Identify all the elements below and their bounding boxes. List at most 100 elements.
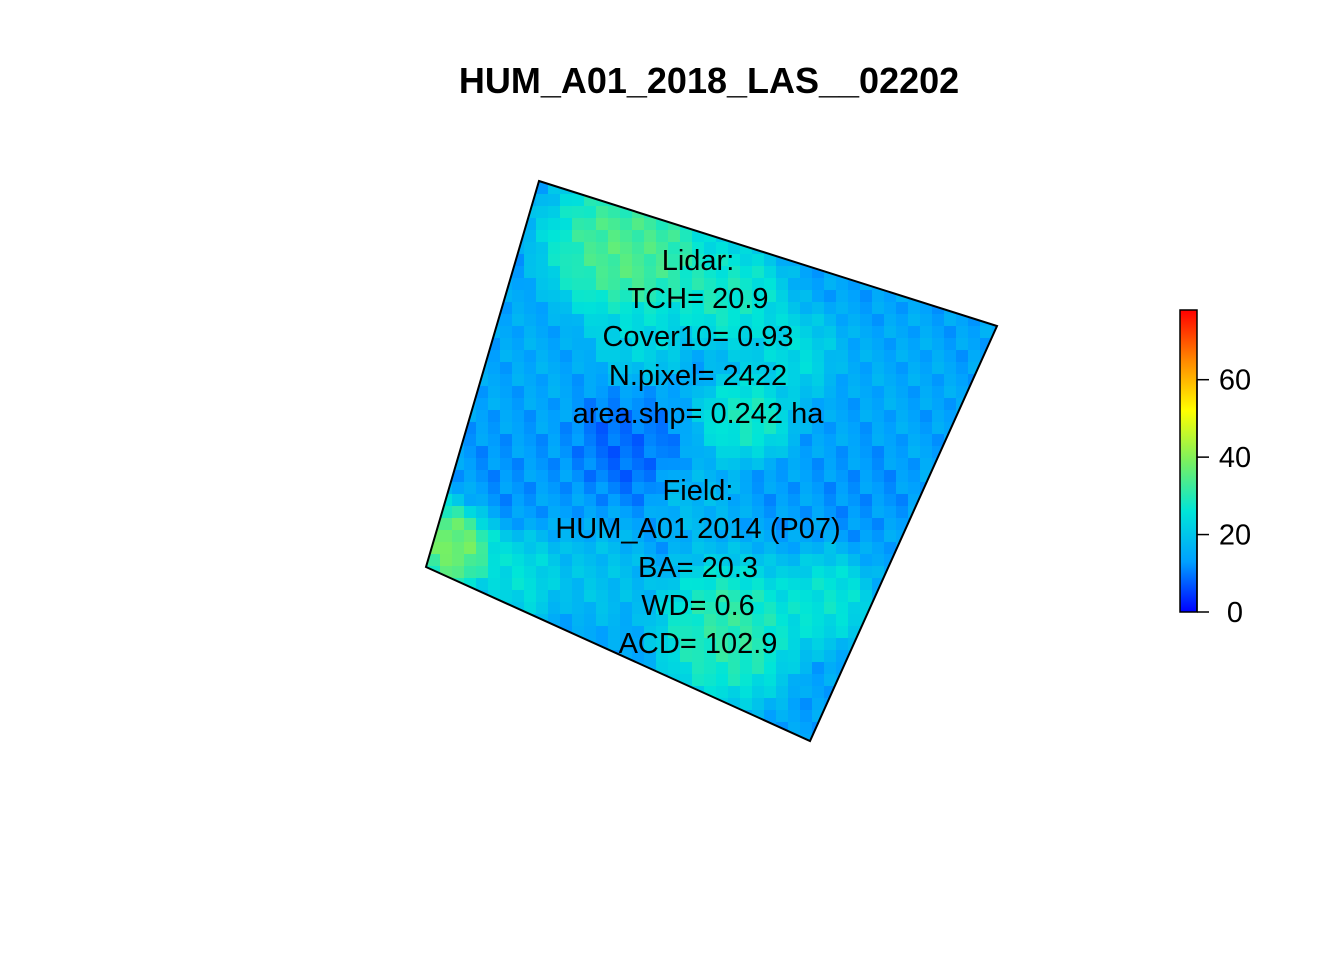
raster-cell	[800, 650, 813, 663]
raster-cell	[680, 362, 693, 375]
raster-cell	[668, 278, 681, 291]
raster-cell	[620, 398, 633, 411]
raster-cell	[848, 566, 861, 579]
raster-cell	[764, 446, 777, 459]
raster-cell	[596, 482, 609, 495]
raster-cell	[608, 242, 621, 255]
raster-cell	[848, 290, 861, 303]
raster-cell	[488, 494, 501, 507]
raster-cell	[836, 542, 849, 555]
raster-cell	[512, 482, 525, 495]
raster-cell	[560, 218, 573, 231]
raster-cell	[728, 242, 741, 255]
raster-cell	[824, 674, 837, 687]
raster-cell	[896, 494, 909, 507]
raster-cell	[788, 482, 801, 495]
raster-cell	[572, 206, 585, 219]
raster-cell	[692, 662, 705, 675]
raster-cell	[644, 530, 657, 543]
raster-cell	[764, 686, 777, 699]
raster-cell	[908, 542, 921, 555]
raster-cell	[740, 614, 753, 627]
raster-cell	[620, 614, 633, 627]
raster-cell	[476, 470, 489, 483]
raster-cell	[692, 506, 705, 519]
lidar-heading: Lidar:	[662, 245, 735, 277]
raster-cell	[596, 206, 609, 219]
raster-cell	[884, 326, 897, 339]
raster-cell	[560, 590, 573, 603]
raster-cell	[824, 386, 837, 399]
raster-cell	[608, 374, 621, 387]
raster-cell	[740, 458, 753, 471]
raster-cell	[752, 542, 765, 555]
raster-cell	[680, 470, 693, 483]
raster-cell	[668, 686, 681, 699]
raster-cell	[704, 470, 717, 483]
raster-cell	[836, 302, 849, 315]
raster-cell	[476, 506, 489, 519]
raster-cell	[620, 374, 633, 387]
raster-cell	[560, 566, 573, 579]
raster-cell	[896, 446, 909, 459]
raster-cell	[548, 314, 561, 327]
raster-cell	[692, 614, 705, 627]
raster-cell	[524, 374, 537, 387]
raster-cell	[536, 218, 549, 231]
raster-cell	[776, 446, 789, 459]
raster-cell	[860, 482, 873, 495]
raster-cell	[488, 278, 501, 291]
raster-cell	[632, 590, 645, 603]
raster-cell	[632, 650, 645, 663]
raster-cell	[764, 650, 777, 663]
raster-cell	[728, 482, 741, 495]
raster-cell	[656, 302, 669, 315]
raster-cell	[668, 242, 681, 255]
raster-cell	[440, 446, 453, 459]
raster-cell	[776, 506, 789, 519]
raster-cell	[752, 506, 765, 519]
raster-cell	[716, 434, 729, 447]
raster-cell	[656, 206, 669, 219]
raster-cell	[584, 350, 597, 363]
raster-cell	[800, 386, 813, 399]
raster-cell	[548, 374, 561, 387]
raster-cell	[728, 410, 741, 423]
raster-cell	[716, 386, 729, 399]
raster-cell	[536, 578, 549, 591]
raster-cell	[776, 410, 789, 423]
raster-cell	[836, 590, 849, 603]
raster-cell	[812, 398, 825, 411]
raster-cell	[704, 290, 717, 303]
raster-cell	[752, 650, 765, 663]
raster-cell	[896, 566, 909, 579]
raster-cell	[716, 542, 729, 555]
raster-cell	[872, 398, 885, 411]
raster-cell	[536, 422, 549, 435]
raster-cell	[680, 350, 693, 363]
raster-cell	[908, 326, 921, 339]
raster-cell	[728, 566, 741, 579]
raster-cell	[620, 434, 633, 447]
raster-cell	[692, 386, 705, 399]
raster-cell	[824, 554, 837, 567]
raster-cell	[788, 362, 801, 375]
raster-cell	[572, 194, 585, 207]
raster-cell	[704, 578, 717, 591]
raster-cell	[728, 458, 741, 471]
raster-cell	[812, 650, 825, 663]
raster-cell	[848, 302, 861, 315]
raster-cell	[836, 422, 849, 435]
raster-cell	[704, 698, 717, 711]
raster-cell	[620, 230, 633, 243]
raster-cell	[812, 734, 825, 741]
raster-cell	[812, 542, 825, 555]
raster-cell	[752, 458, 765, 471]
raster-cell	[764, 458, 777, 471]
raster-cell	[560, 434, 573, 447]
raster-cell	[812, 350, 825, 363]
raster-cell	[476, 338, 489, 351]
raster-cell	[476, 482, 489, 495]
raster-cell	[932, 338, 945, 351]
lidar-area: area.shp= 0.242 ha	[573, 398, 825, 430]
